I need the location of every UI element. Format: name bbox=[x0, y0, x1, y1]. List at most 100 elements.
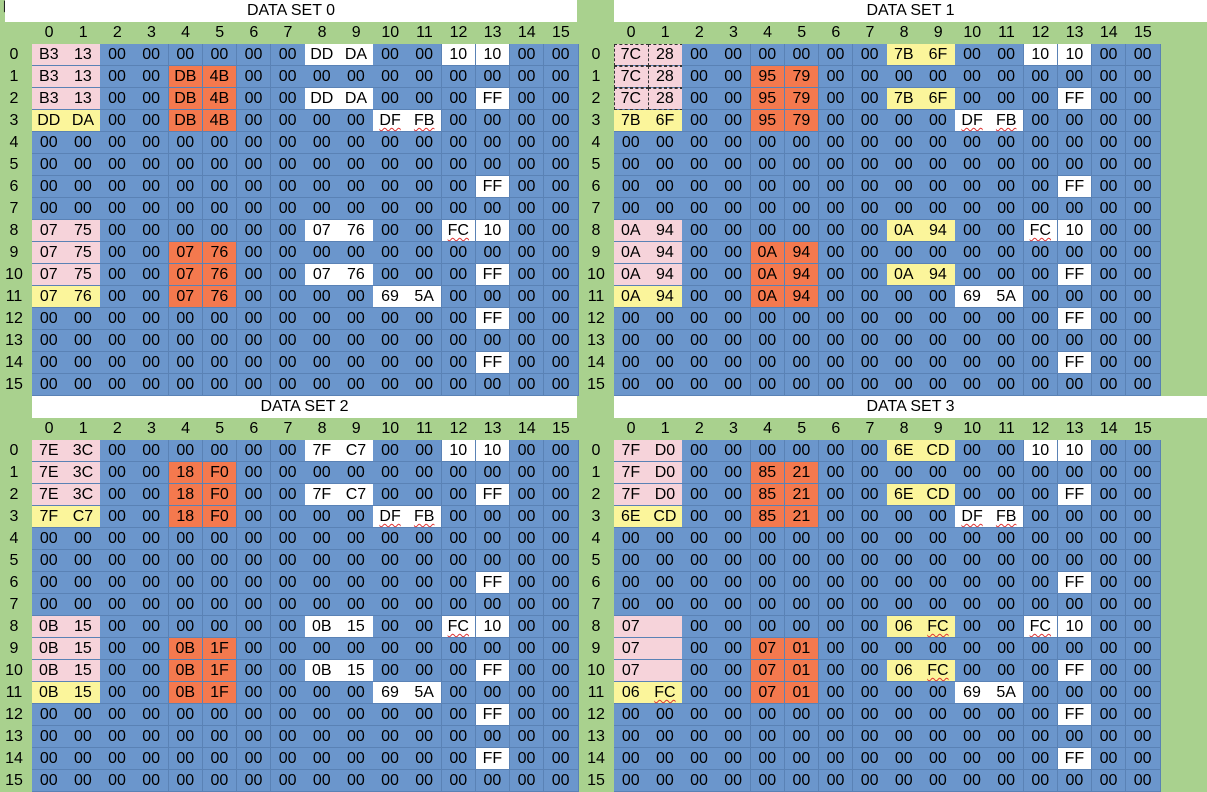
hex-cell[interactable]: 7F bbox=[614, 462, 649, 484]
hex-cell[interactable]: 00 bbox=[1125, 308, 1161, 330]
hex-cell[interactable]: 00 bbox=[475, 374, 511, 396]
hex-cell[interactable]: 06 bbox=[614, 682, 649, 704]
hex-cell[interactable]: 00 bbox=[682, 572, 717, 594]
hex-cell[interactable]: 00 bbox=[750, 176, 786, 198]
hex-cell[interactable]: 00 bbox=[716, 704, 751, 726]
hex-cell[interactable]: 00 bbox=[682, 726, 717, 748]
hex-cell[interactable]: 00 bbox=[648, 154, 683, 176]
hex-cell[interactable]: 00 bbox=[989, 638, 1024, 660]
hex-cell[interactable]: 00 bbox=[1023, 770, 1059, 792]
hex-cell[interactable]: 00 bbox=[1125, 528, 1161, 550]
hex-cell[interactable]: DF bbox=[373, 506, 408, 528]
hex-cell[interactable]: 0B bbox=[168, 660, 204, 682]
hex-cell[interactable]: 00 bbox=[509, 154, 545, 176]
hex-cell[interactable]: 00 bbox=[134, 462, 169, 484]
hex-cell[interactable]: F0 bbox=[202, 506, 238, 528]
hex-cell[interactable]: 00 bbox=[852, 638, 888, 660]
hex-cell[interactable]: 00 bbox=[1091, 528, 1127, 550]
hex-cell[interactable]: 00 bbox=[682, 220, 717, 242]
hex-cell[interactable]: 00 bbox=[441, 264, 477, 286]
hex-cell[interactable]: 00 bbox=[682, 44, 717, 66]
hex-cell[interactable]: 00 bbox=[168, 572, 204, 594]
hex-cell[interactable]: 00 bbox=[887, 638, 922, 660]
hex-cell[interactable]: CD bbox=[921, 440, 956, 462]
hex-cell[interactable]: 00 bbox=[202, 770, 238, 792]
hex-cell[interactable]: 75 bbox=[66, 242, 101, 264]
hex-cell[interactable]: 00 bbox=[1125, 484, 1161, 506]
hex-cell[interactable]: 00 bbox=[989, 550, 1024, 572]
hex-cell[interactable]: 00 bbox=[236, 462, 272, 484]
hex-cell[interactable]: 00 bbox=[305, 352, 340, 374]
hex-cell[interactable]: 00 bbox=[168, 770, 204, 792]
hex-cell[interactable]: 00 bbox=[852, 506, 888, 528]
hex-cell[interactable]: 00 bbox=[236, 264, 272, 286]
hex-cell[interactable]: 00 bbox=[887, 462, 922, 484]
hex-cell[interactable]: 00 bbox=[1091, 242, 1127, 264]
hex-cell[interactable]: 00 bbox=[1091, 374, 1127, 396]
hex-cell[interactable]: 7F bbox=[614, 440, 649, 462]
hex-cell[interactable]: 6F bbox=[648, 110, 683, 132]
hex-cell[interactable]: 00 bbox=[682, 528, 717, 550]
hex-cell[interactable]: 00 bbox=[270, 66, 306, 88]
hex-cell[interactable]: 00 bbox=[852, 176, 888, 198]
hex-cell[interactable]: 00 bbox=[236, 286, 272, 308]
hex-cell[interactable]: 85 bbox=[750, 506, 786, 528]
hex-cell[interactable]: 00 bbox=[1125, 110, 1161, 132]
hex-cell[interactable]: 00 bbox=[543, 528, 579, 550]
hex-cell[interactable]: 00 bbox=[543, 132, 579, 154]
hex-cell[interactable]: DD bbox=[32, 110, 67, 132]
hex-cell[interactable]: 00 bbox=[407, 484, 442, 506]
hex-cell[interactable]: 00 bbox=[1125, 594, 1161, 616]
hex-cell[interactable]: 00 bbox=[1023, 88, 1059, 110]
hex-cell[interactable]: 0A bbox=[614, 264, 649, 286]
hex-cell[interactable]: 00 bbox=[1125, 132, 1161, 154]
hex-cell[interactable]: 00 bbox=[716, 572, 751, 594]
hex-cell[interactable]: 00 bbox=[509, 704, 545, 726]
hex-cell[interactable]: 00 bbox=[66, 594, 101, 616]
hex-cell[interactable]: 00 bbox=[682, 176, 717, 198]
hex-cell[interactable]: 00 bbox=[750, 352, 786, 374]
hex-cell[interactable]: 00 bbox=[134, 660, 169, 682]
hex-cell[interactable]: 00 bbox=[887, 572, 922, 594]
hex-cell[interactable]: 00 bbox=[100, 286, 135, 308]
hex-cell[interactable]: 00 bbox=[202, 132, 238, 154]
hex-cell[interactable]: 00 bbox=[852, 242, 888, 264]
hex-cell[interactable]: 00 bbox=[1023, 198, 1059, 220]
hex-cell[interactable]: 00 bbox=[852, 220, 888, 242]
hex-cell[interactable]: 00 bbox=[407, 198, 442, 220]
hex-cell[interactable]: 10 bbox=[1057, 220, 1093, 242]
hex-cell[interactable]: 13 bbox=[66, 66, 101, 88]
hex-cell[interactable]: 00 bbox=[1125, 638, 1161, 660]
hex-cell[interactable]: 00 bbox=[852, 88, 888, 110]
hex-cell[interactable]: FC bbox=[648, 682, 683, 704]
hex-cell[interactable]: 00 bbox=[1091, 660, 1127, 682]
hex-cell[interactable]: 00 bbox=[134, 550, 169, 572]
hex-cell[interactable]: 0A bbox=[614, 242, 649, 264]
hex-cell[interactable]: 00 bbox=[1125, 660, 1161, 682]
hex-cell[interactable]: 00 bbox=[921, 330, 956, 352]
hex-cell[interactable]: 00 bbox=[509, 66, 545, 88]
hex-cell[interactable]: 00 bbox=[100, 264, 135, 286]
hex-cell[interactable]: 00 bbox=[818, 616, 854, 638]
hex-cell[interactable]: 00 bbox=[955, 198, 990, 220]
hex-cell[interactable]: 00 bbox=[1023, 308, 1059, 330]
hex-cell[interactable]: 00 bbox=[100, 132, 135, 154]
hex-cell[interactable]: 00 bbox=[887, 132, 922, 154]
hex-cell[interactable]: 00 bbox=[270, 352, 306, 374]
hex-cell[interactable]: 00 bbox=[236, 176, 272, 198]
hex-cell[interactable]: 00 bbox=[168, 308, 204, 330]
hex-cell[interactable]: 00 bbox=[441, 770, 477, 792]
hex-cell[interactable]: 00 bbox=[887, 154, 922, 176]
hex-cell[interactable]: 00 bbox=[818, 462, 854, 484]
hex-cell[interactable]: 94 bbox=[921, 220, 956, 242]
hex-cell[interactable]: 00 bbox=[66, 704, 101, 726]
hex-cell[interactable]: 00 bbox=[543, 330, 579, 352]
hex-cell[interactable]: 00 bbox=[1091, 308, 1127, 330]
hex-cell[interactable]: 00 bbox=[921, 572, 956, 594]
hex-cell[interactable]: 0B bbox=[32, 682, 67, 704]
hex-cell[interactable]: 76 bbox=[202, 286, 238, 308]
hex-cell[interactable]: 00 bbox=[852, 528, 888, 550]
hex-cell[interactable]: 00 bbox=[955, 176, 990, 198]
hex-cell[interactable]: 00 bbox=[648, 748, 683, 770]
hex-cell[interactable]: FF bbox=[475, 748, 511, 770]
